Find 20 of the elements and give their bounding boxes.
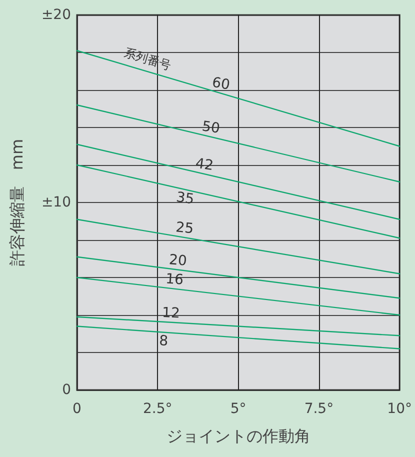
x-tick-label: 5° <box>230 401 246 417</box>
text: 42 <box>194 156 214 174</box>
y-tick-label: ±10 <box>41 194 71 210</box>
text: 25 <box>174 220 194 238</box>
y-axis-title: 許容伸縮量 mm <box>8 138 26 266</box>
text: 35 <box>175 190 196 208</box>
x-tick-label: 10° <box>387 401 412 417</box>
x-axis-title: ジョイントの作動角 <box>166 426 310 446</box>
x-tick-label: 0 <box>72 401 82 417</box>
x-tick-label: 7.5° <box>304 401 334 417</box>
x-tick-label: 2.5° <box>143 401 172 417</box>
annotation: 系列番号 <box>122 46 173 73</box>
text: 50 <box>200 118 221 137</box>
series-label: 8 <box>158 333 168 350</box>
y-tick-label: ±20 <box>41 7 71 23</box>
series-label: 12 <box>162 305 180 322</box>
series-label: 20 <box>168 252 188 270</box>
series-label: 16 <box>165 271 184 288</box>
y-tick-label: 0 <box>62 382 71 398</box>
text: 60 <box>210 74 232 94</box>
